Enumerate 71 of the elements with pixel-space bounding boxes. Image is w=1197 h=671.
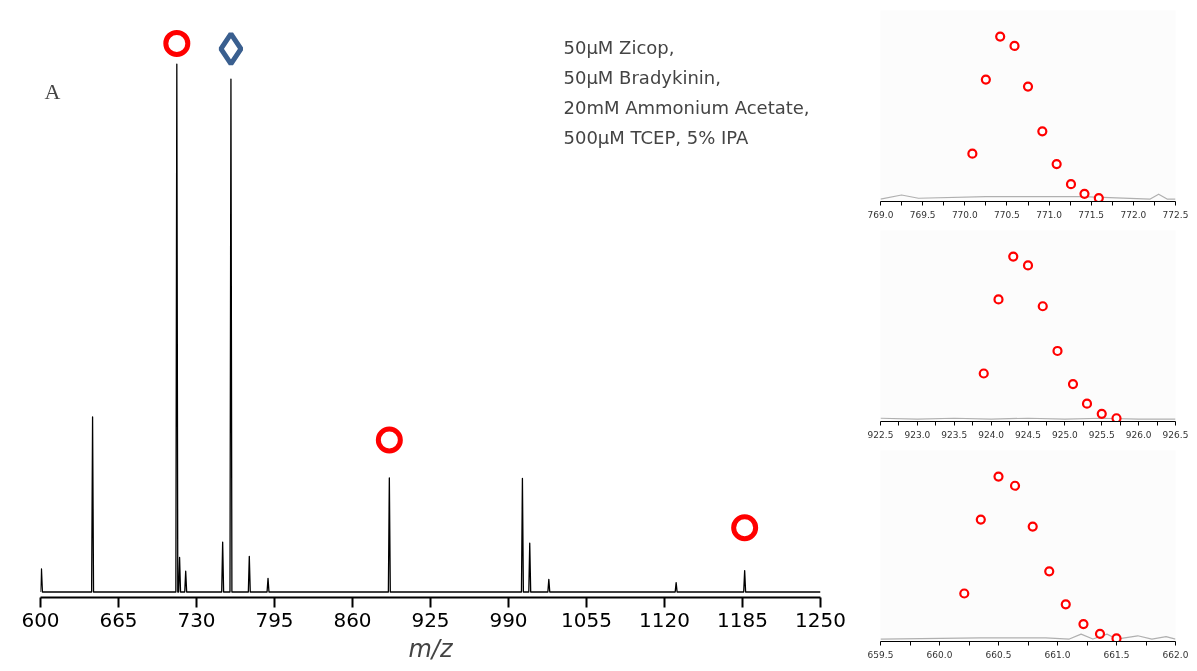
point — [1027, 521, 1038, 532]
point — [993, 294, 1004, 305]
point — [1067, 379, 1079, 390]
x-tick-label: 772.0 — [1120, 209, 1147, 220]
x-axis-title: m/z — [408, 634, 454, 663]
x-tick-label: 770.0 — [951, 209, 978, 220]
x-tick-label: 771.5 — [1078, 209, 1105, 220]
x-tick-label: 660.0 — [926, 649, 953, 660]
x-tick-label: 990 — [489, 607, 528, 632]
x-tick-label: 770.5 — [994, 209, 1020, 220]
x-tick-label: 769.5 — [909, 209, 936, 220]
x-tick-label: 1055 — [561, 607, 612, 632]
annotation: 50µM Zicop, 50µM Bradykinin, 20mM Ammonium Acetate, 500µM TCEP, 5% IPA — [563, 36, 810, 148]
point — [731, 514, 759, 542]
point — [163, 29, 191, 57]
point — [1096, 408, 1107, 419]
x-tick-label: 769.0 — [867, 209, 894, 220]
x-tick-label: 923.5 — [941, 429, 968, 440]
point — [1060, 599, 1071, 610]
x-tick-label: 661.0 — [1044, 649, 1071, 660]
point — [1009, 480, 1021, 491]
x-tick-label: 924.0 — [978, 429, 1005, 440]
x-tick-label: 771.0 — [1036, 209, 1063, 220]
x-tick-label: 659.5 — [867, 649, 894, 660]
point — [1065, 179, 1077, 190]
point — [980, 74, 991, 85]
x-tick-label: 925.5 — [1088, 429, 1115, 440]
x-tick-label: 730 — [177, 607, 216, 632]
point — [1022, 81, 1034, 92]
point — [1037, 126, 1048, 137]
point — [995, 31, 1006, 42]
point — [1052, 345, 1063, 357]
x-tick-label: 600 — [21, 607, 60, 632]
x-tick-label: 1185 — [717, 607, 768, 632]
point — [975, 514, 986, 525]
point — [959, 588, 970, 599]
x-tick-label: 860 — [333, 607, 372, 632]
x-tick-label: 795 — [255, 607, 294, 632]
x-tick-label: 772.5 — [1162, 209, 1189, 220]
point — [1009, 40, 1020, 52]
x-tick-label: 661.5 — [1103, 649, 1130, 660]
x-tick-label: 922.5 — [867, 429, 894, 440]
point — [1078, 618, 1089, 630]
point — [1044, 566, 1055, 577]
point — [1079, 188, 1090, 199]
point — [1094, 628, 1106, 639]
point — [1037, 301, 1048, 312]
x-tick-label: 665 — [99, 607, 138, 632]
point — [1093, 192, 1104, 202]
point — [375, 426, 403, 454]
x-tick-label: 923.0 — [904, 429, 931, 440]
x-tick-label: 926.5 — [1162, 429, 1189, 440]
point — [1111, 413, 1122, 422]
point — [978, 368, 989, 379]
x-tick-label: 662.0 — [1162, 649, 1189, 660]
x-tick-label: 1250 — [795, 607, 846, 632]
point — [1111, 633, 1122, 642]
x-tick-label: 660.5 — [985, 649, 1012, 660]
point — [1051, 159, 1062, 170]
point — [967, 148, 978, 159]
x-tick-label: 925 — [411, 607, 450, 632]
x-tick-label: 924.5 — [1015, 429, 1041, 440]
x-tick-label: 926.0 — [1125, 429, 1152, 440]
x-tick-label: 1120 — [639, 607, 690, 632]
point — [1022, 260, 1034, 271]
point — [218, 31, 244, 67]
annotation: A — [44, 78, 61, 104]
point — [1008, 251, 1019, 262]
point — [1081, 398, 1093, 409]
point — [993, 471, 1004, 482]
x-tick-label: 925.0 — [1051, 429, 1079, 440]
